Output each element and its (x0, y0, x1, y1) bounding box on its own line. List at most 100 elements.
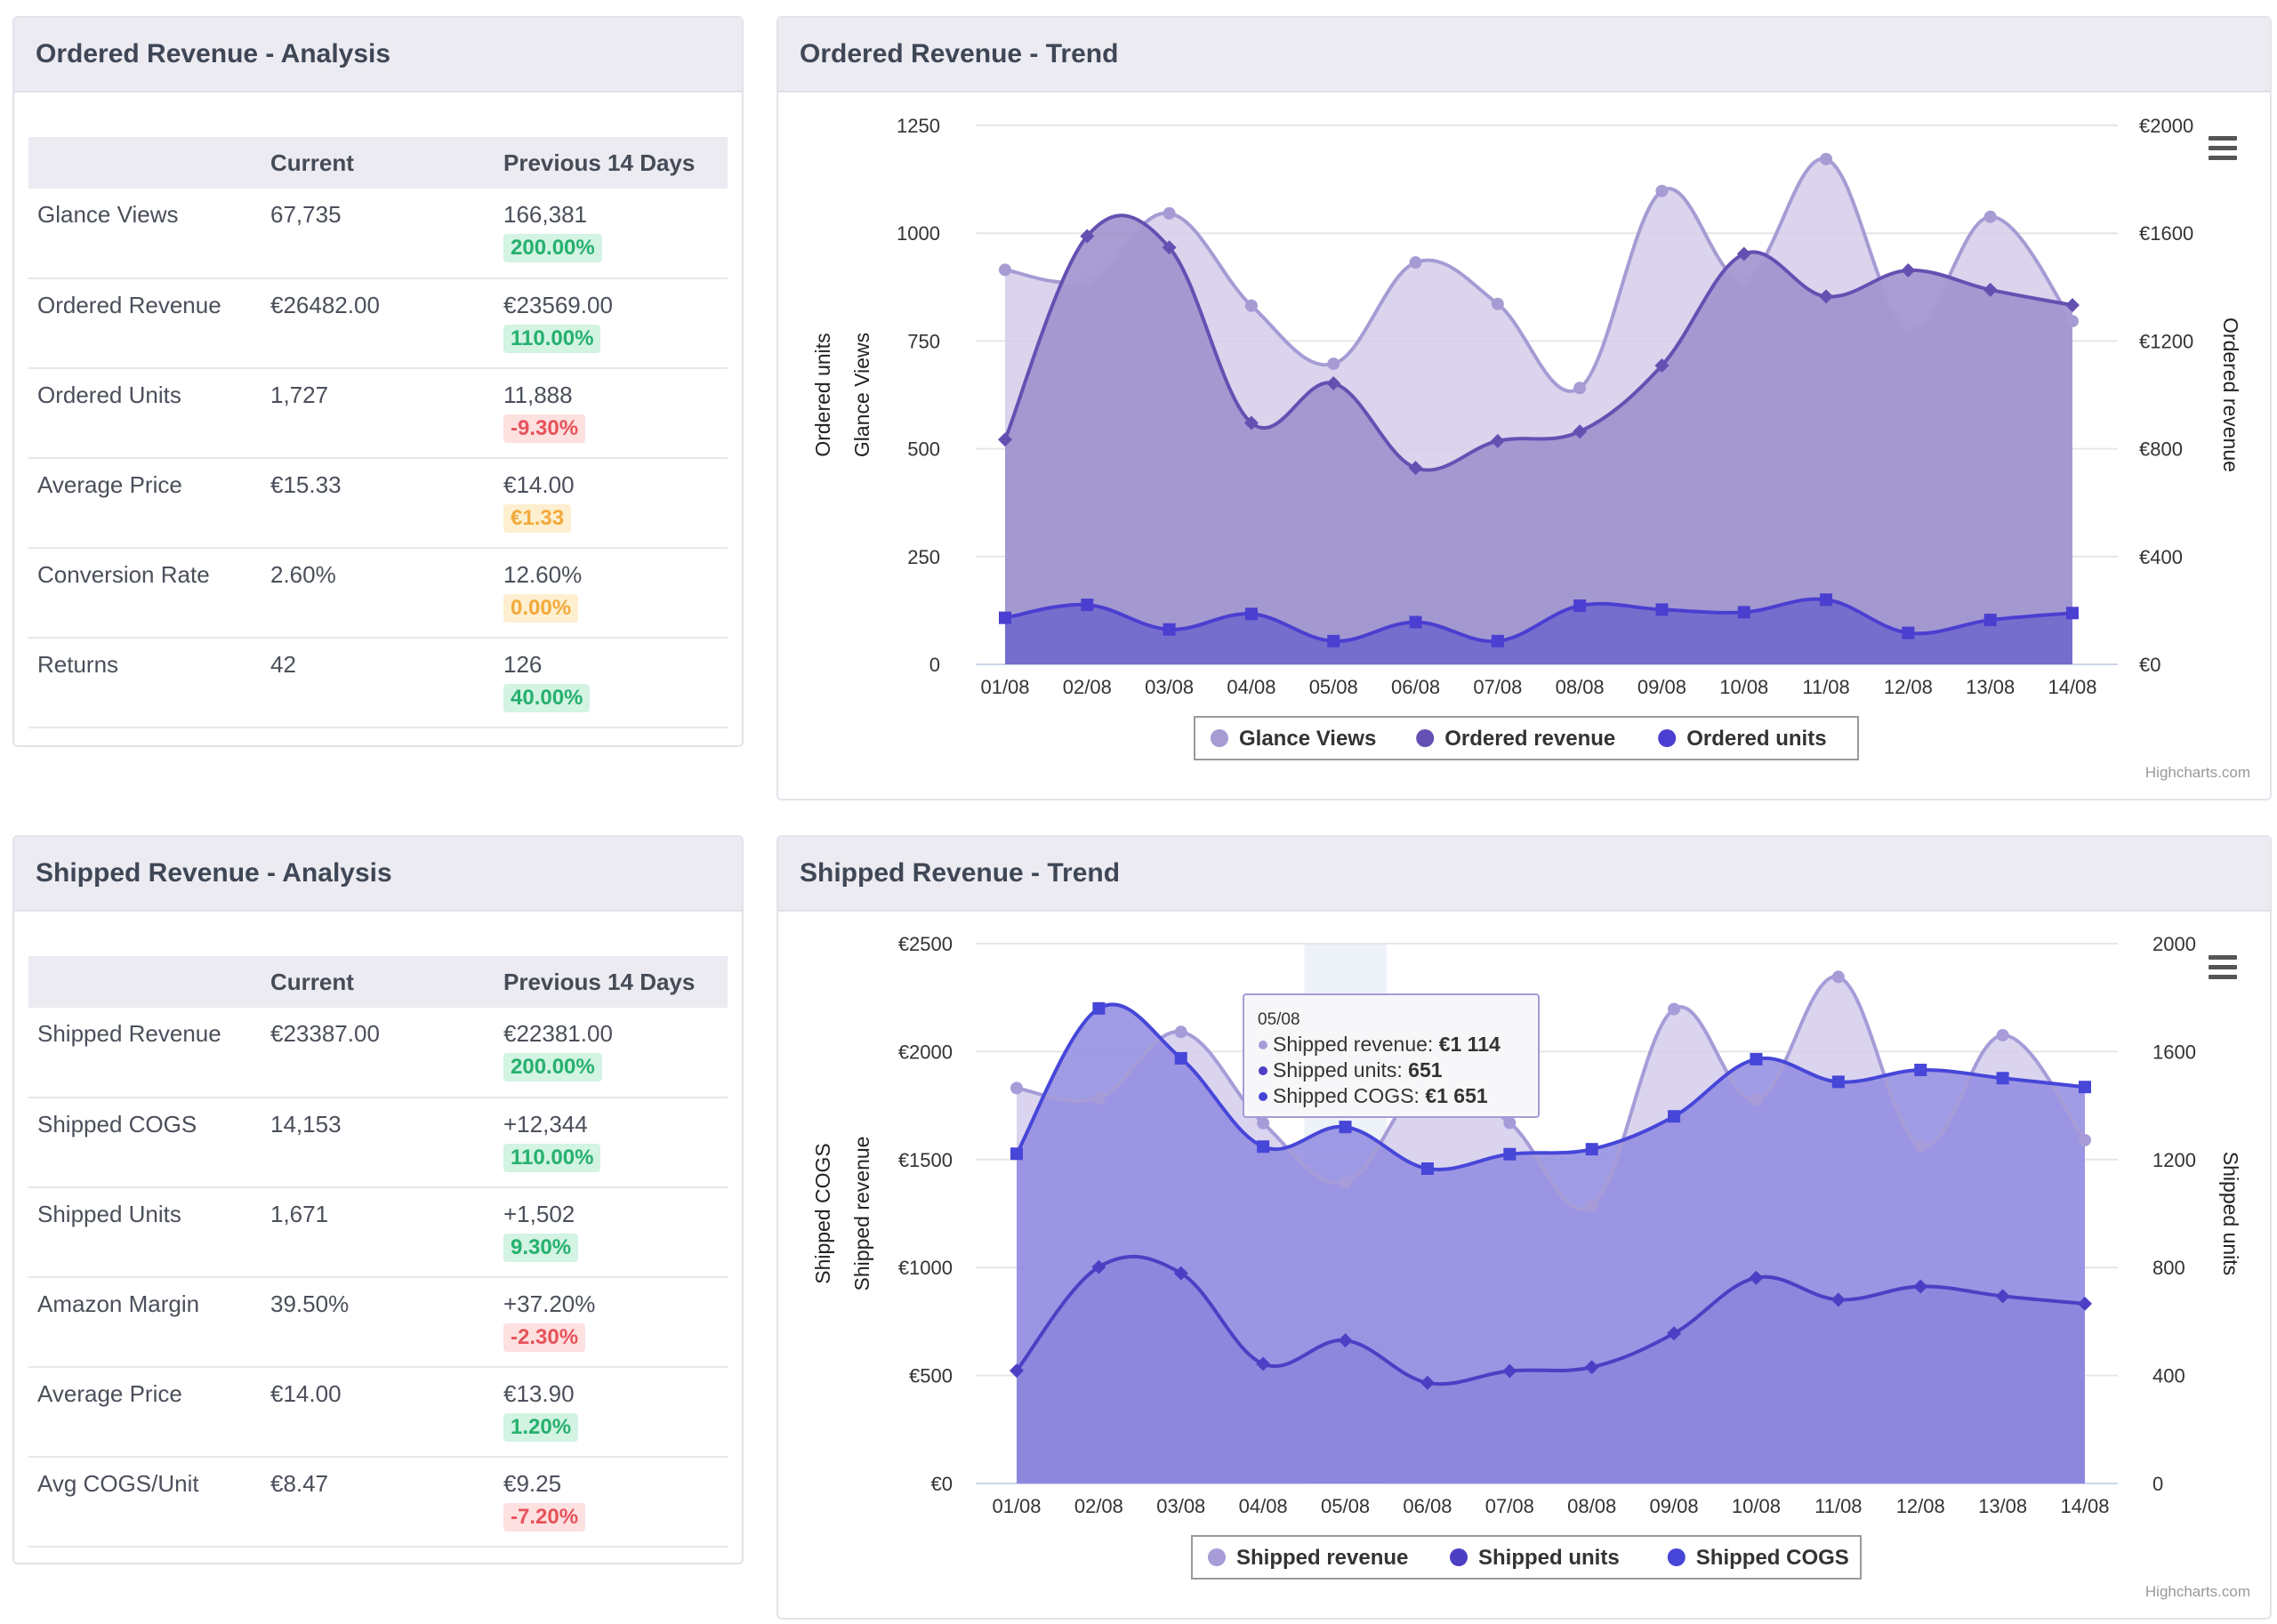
data-point (1173, 1266, 1188, 1281)
y-left-tick-label: €1500 (898, 1149, 953, 1171)
metric-previous-cell: 11,888 -9.30% (495, 368, 728, 459)
y-left-tick-label: €0 (931, 1473, 953, 1495)
change-badge: -7.20% (503, 1503, 586, 1532)
y-left-axis-title: Shipped COGS (811, 1143, 834, 1284)
change-badge: 1.20% (503, 1413, 579, 1442)
data-point (1902, 626, 1915, 639)
x-tick-label: 09/08 (1637, 676, 1686, 698)
data-point (1655, 184, 1669, 197)
table-row: Ordered Units 1,727 11,888 -9.30% (28, 368, 728, 459)
legend-item: Shipped COGS (1696, 1546, 1849, 1570)
hamburger-menu-icon[interactable] (2209, 136, 2237, 160)
data-point (1831, 1075, 1845, 1089)
data-point (998, 432, 1012, 447)
shipped-analysis-table: Current Previous 14 Days Shipped Revenue… (28, 956, 728, 1548)
table-row: Avg COGS/Unit €8.47 €9.25 -7.20% (28, 1457, 728, 1548)
change-badge: 9.30% (503, 1234, 579, 1262)
y-left-tick-label: 250 (907, 546, 940, 568)
metric-previous-cell: 126 40.00% (495, 638, 728, 728)
metric-label: Shipped COGS (28, 1097, 261, 1188)
shipped-trend-title: Shipped Revenue - Trend (800, 858, 1121, 888)
data-point (1327, 358, 1340, 371)
data-point (1736, 246, 1751, 261)
metric-previous: €9.25 (503, 1470, 562, 1497)
data-point (1750, 1052, 1763, 1065)
ordered-analysis-table: Current Previous 14 Days Glance Views 67,… (28, 137, 728, 728)
data-point (1244, 299, 1258, 312)
legend-symbol (1211, 729, 1228, 747)
data-point (1081, 599, 1094, 612)
data-point (1409, 256, 1422, 269)
header-current: Current (261, 137, 495, 189)
data-point (999, 263, 1011, 277)
legend-item: Shipped units (1478, 1546, 1620, 1570)
shipped-trend-header: Shipped Revenue - Trend (778, 837, 2270, 912)
table-row: Glance Views 67,735 166,381 200.00% (28, 189, 728, 279)
metric-previous: 126 (503, 651, 543, 678)
data-point (1010, 1147, 1023, 1161)
data-point (2078, 1296, 2092, 1311)
y-right-tick-label: €800 (2139, 438, 2183, 461)
data-point (1244, 607, 1258, 621)
tooltip-dot (1259, 1041, 1267, 1049)
data-point (1996, 1072, 2009, 1085)
data-point (1831, 970, 1845, 984)
x-tick-label: 04/08 (1239, 1495, 1288, 1517)
data-point (1491, 297, 1504, 310)
data-point (1573, 599, 1587, 613)
tooltip-line: Shipped units: 651 (1273, 1058, 1443, 1081)
data-point (2079, 1081, 2091, 1094)
credits-link[interactable]: Highcharts.com (2145, 764, 2250, 781)
change-badge: 110.00% (503, 1144, 601, 1172)
metric-current: €8.47 (261, 1457, 495, 1548)
y-left-tick-label: 1250 (897, 115, 940, 137)
table-row: Average Price €14.00 €13.90 1.20% (28, 1367, 728, 1458)
data-point (1830, 1292, 1846, 1307)
data-point (1655, 603, 1669, 616)
ordered-trend-title: Ordered Revenue - Trend (800, 39, 1119, 68)
x-tick-label: 08/08 (1556, 676, 1605, 698)
metric-label: Ordered Units (28, 368, 261, 459)
tooltip-box (1243, 993, 1540, 1118)
metric-previous-cell: €22381.00 200.00% (495, 1008, 728, 1098)
change-badge: -9.30% (503, 414, 586, 443)
legend-item: Glance Views (1239, 727, 1376, 751)
y-right-tick-label: €2000 (2139, 115, 2193, 137)
shipped-analysis-card: Shipped Revenue - Analysis Current Previ… (12, 835, 744, 1564)
table-row: Average Price €15.33 €14.00 €1.33 (28, 458, 728, 549)
ordered-analysis-card: Ordered Revenue - Analysis Current Previ… (12, 16, 744, 747)
y-left-tick-label: 0 (929, 654, 940, 676)
data-point (1820, 152, 1833, 165)
y-right-tick-label: €1200 (2139, 330, 2193, 352)
table-row: Shipped Units 1,671 +1,502 9.30% (28, 1187, 728, 1278)
y-left-tick-label: €2000 (898, 1041, 953, 1063)
series-line-ordered-units (1004, 597, 2073, 644)
table-row: Amazon Margin 39.50% +37.20% -2.30% (28, 1277, 728, 1368)
metric-current: 2.60% (261, 548, 495, 639)
metric-current: 1,727 (261, 368, 495, 459)
data-point (1174, 1051, 1187, 1065)
header-label (28, 956, 261, 1008)
series-area-shipped-cogs (1017, 1004, 2085, 1483)
data-point (999, 611, 1011, 624)
shipped-analysis-title: Shipped Revenue - Analysis (36, 858, 392, 888)
tooltip-date: 05/08 (1258, 1010, 1300, 1029)
ordered-trend-card: Ordered Revenue - Trend 0 250 500 750 1000 12… (776, 16, 2272, 800)
data-point (1996, 1028, 2009, 1041)
hamburger-menu-icon[interactable] (2209, 955, 2237, 979)
legend-symbol (1450, 1548, 1468, 1566)
header-current: Current (261, 956, 495, 1008)
data-point (1420, 1375, 1435, 1390)
y-right-tick-label: €400 (2139, 546, 2183, 568)
metric-previous: €14.00 (503, 471, 575, 498)
data-point (1503, 1147, 1517, 1161)
y-right-tick-label: 0 (2152, 1473, 2163, 1495)
data-point (1408, 461, 1423, 476)
change-badge: €1.33 (503, 504, 572, 533)
metric-label: Avg COGS/Unit (28, 1457, 261, 1548)
credits-link[interactable]: Highcharts.com (2145, 1583, 2250, 1600)
x-tick-label: 11/08 (1802, 676, 1849, 698)
legend-box (1191, 1535, 1862, 1580)
data-point (1326, 375, 1341, 390)
x-tick-label: 05/08 (1321, 1495, 1370, 1517)
